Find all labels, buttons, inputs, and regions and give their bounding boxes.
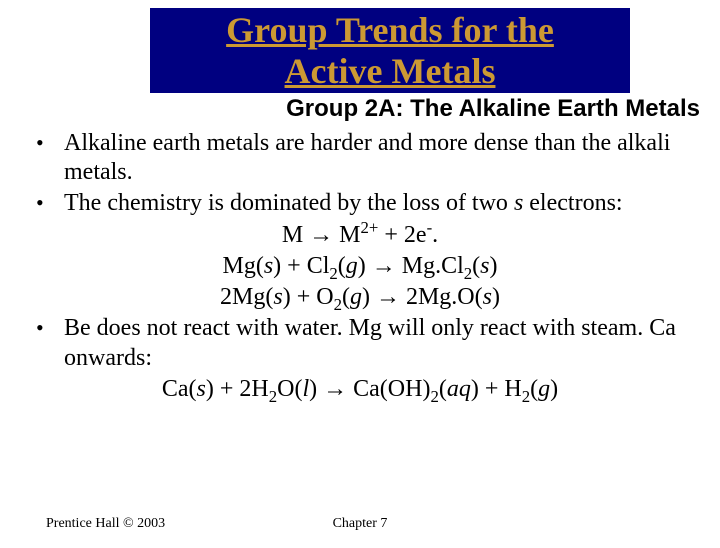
bullet-text: The chemistry is dominated by the loss o…: [64, 189, 690, 218]
equation-line: Ca(s) + 2H2O(l) → Ca(OH)2(aq) + H2(g): [30, 375, 690, 404]
bullet-icon: •: [30, 314, 64, 343]
slide-subtitle: Group 2A: The Alkaline Earth Metals: [0, 95, 700, 123]
bullet-item: • Be does not react with water. Mg will …: [30, 314, 690, 373]
bullet-icon: •: [30, 129, 64, 158]
title-banner: Group Trends for the Active Metals: [150, 8, 630, 93]
slide-title: Group Trends for the Active Metals: [160, 10, 620, 93]
content-area: • Alkaline earth metals are harder and m…: [0, 129, 720, 404]
equation-line: M → M2+ + 2e-.: [30, 221, 690, 250]
bullet-item: • Alkaline earth metals are harder and m…: [30, 129, 690, 188]
footer-chapter: Chapter 7: [0, 516, 720, 532]
bullet-text: Alkaline earth metals are harder and mor…: [64, 129, 690, 188]
title-line-2: Active Metals: [285, 51, 496, 91]
equation-line: Mg(s) + Cl2(g) → Mg.Cl2(s): [30, 252, 690, 281]
bullet-text: Be does not react with water. Mg will on…: [64, 314, 690, 373]
title-line-1: Group Trends for the: [226, 10, 554, 50]
bullet-item: • The chemistry is dominated by the loss…: [30, 189, 690, 218]
equation-line: 2Mg(s) + O2(g) → 2Mg.O(s): [30, 283, 690, 312]
bullet-icon: •: [30, 189, 64, 218]
